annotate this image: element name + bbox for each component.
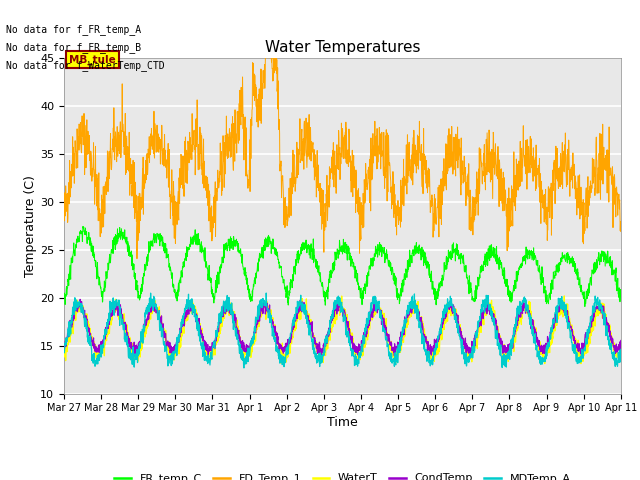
X-axis label: Time: Time (327, 416, 358, 429)
Text: No data for f_FR_temp_A: No data for f_FR_temp_A (6, 24, 141, 35)
Legend: FR_temp_C, FD_Temp_1, WaterT, CondTemp, MDTemp_A: FR_temp_C, FD_Temp_1, WaterT, CondTemp, … (110, 469, 575, 480)
Text: No data for f_WaterTemp_CTD: No data for f_WaterTemp_CTD (6, 60, 165, 72)
Y-axis label: Temperature (C): Temperature (C) (24, 175, 37, 276)
Text: MB_tule: MB_tule (69, 54, 116, 65)
Title: Water Temperatures: Water Temperatures (265, 40, 420, 55)
Text: No data for f_FR_temp_B: No data for f_FR_temp_B (6, 42, 141, 53)
